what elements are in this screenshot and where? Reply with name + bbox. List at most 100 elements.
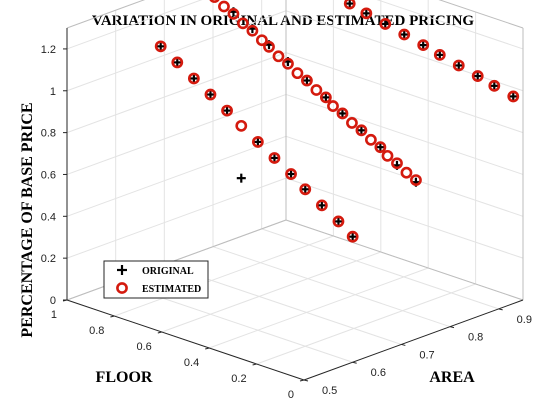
grid-line [209, 267, 429, 349]
price-tick-label: 1.2 [41, 44, 56, 56]
original-point [380, 19, 390, 29]
y-axis-label: AREA [429, 369, 475, 386]
estimated-point [227, 7, 240, 20]
estimated-point [268, 152, 281, 164]
estimated-point [291, 67, 304, 80]
estimated-point [381, 149, 394, 162]
estimated-point [365, 133, 377, 146]
area-axis-line [303, 299, 524, 381]
original-point [435, 50, 445, 60]
area-tick-mark [401, 343, 406, 346]
estimated-point [507, 90, 520, 103]
original-point [269, 153, 279, 163]
estimated-point [391, 157, 403, 170]
floor-tick-label: 0.2 [231, 373, 246, 385]
original-point [222, 106, 232, 116]
floor-tick-mark [157, 331, 162, 334]
grid-line [376, 0, 524, 50]
axes-box [66, 0, 524, 381]
original-point [345, 0, 355, 9]
grid-line [66, 52, 287, 134]
estimated-point [251, 136, 264, 148]
original-point [156, 41, 166, 51]
estimated-point [319, 91, 332, 104]
estimated-point [332, 215, 345, 228]
original-point [333, 216, 343, 226]
price-tick-label: 0 [50, 295, 56, 307]
estimated-point [417, 39, 430, 51]
floor-tick-label: 0.6 [137, 341, 152, 353]
estimated-point [221, 104, 233, 117]
area-tick-mark [498, 308, 503, 311]
legend-label-estimated: ESTIMATED [142, 284, 201, 295]
estimated-point [310, 84, 323, 96]
original-point [253, 137, 263, 147]
estimated-point [246, 24, 259, 37]
floor-axis-line [66, 299, 305, 381]
estimated-point [360, 7, 373, 20]
z-axis-label: PERCENTAGE OF BASE PRICE [19, 102, 36, 337]
grid-line [285, 10, 524, 92]
area-tick-label: 0.7 [419, 349, 434, 361]
estimated-point [374, 141, 387, 154]
estimated-point [272, 50, 285, 63]
grid-line [161, 251, 381, 333]
original-point [489, 81, 499, 91]
area-tick-label: 0.5 [322, 385, 337, 397]
estimated-point [343, 0, 356, 10]
estimated-point [398, 28, 411, 41]
grid-line [66, 177, 287, 259]
estimated-point [204, 88, 217, 101]
estimated-point [400, 166, 413, 179]
estimated-point [346, 230, 359, 243]
estimated-point [452, 59, 465, 72]
original-point [172, 57, 182, 67]
estimated-point [285, 168, 297, 180]
estimated-point [410, 174, 422, 186]
price-tick-label: 1 [50, 86, 56, 98]
estimated-point [301, 74, 313, 87]
estimated-point [282, 57, 294, 70]
floor-tick-labels: 1 0.8 0.6 0.4 0.2 0 [51, 299, 305, 401]
series-estimated [154, 0, 520, 243]
floor-tick-label: 1 [51, 309, 57, 321]
estimated-point [346, 117, 358, 129]
original-point [286, 169, 296, 179]
estimated-point [355, 124, 368, 137]
grid-line [66, 0, 203, 50]
floor-tick-mark [110, 315, 115, 318]
area-tick-mark [449, 326, 455, 329]
grid-line [66, 10, 287, 92]
area-tick-label: 0.9 [517, 314, 532, 326]
box-edge [285, 219, 524, 301]
original-point [189, 73, 199, 83]
original-point [205, 90, 215, 100]
grid-line [256, 283, 476, 365]
estimated-point [263, 40, 275, 53]
estimated-point [187, 72, 200, 85]
estimated-point [315, 199, 328, 212]
grid-line [212, 246, 451, 328]
original-point [302, 76, 312, 86]
price-tick-label: 0.6 [41, 169, 56, 181]
original-point [337, 108, 347, 118]
grid-line [261, 228, 499, 310]
original-point [508, 91, 518, 101]
estimated-point [327, 100, 339, 112]
area-tick-labels: 0.5 0.6 0.7 0.8 0.9 [303, 308, 532, 397]
estimated-point [471, 70, 484, 82]
original-point [356, 125, 366, 135]
grid-line [114, 235, 334, 317]
estimated-point [154, 40, 167, 53]
estimated-point [209, 0, 220, 3]
estimated-point [235, 119, 248, 132]
legend-label-original: ORIGINAL [142, 266, 194, 277]
estimated-point [171, 56, 184, 69]
floor-tick-mark [205, 347, 210, 350]
original-point [473, 71, 483, 81]
price-tick-label: 0.4 [41, 211, 56, 223]
floor-tick-mark [299, 379, 305, 382]
estimated-point [218, 0, 230, 13]
grid-line [66, 93, 287, 175]
estimated-point [379, 18, 392, 30]
